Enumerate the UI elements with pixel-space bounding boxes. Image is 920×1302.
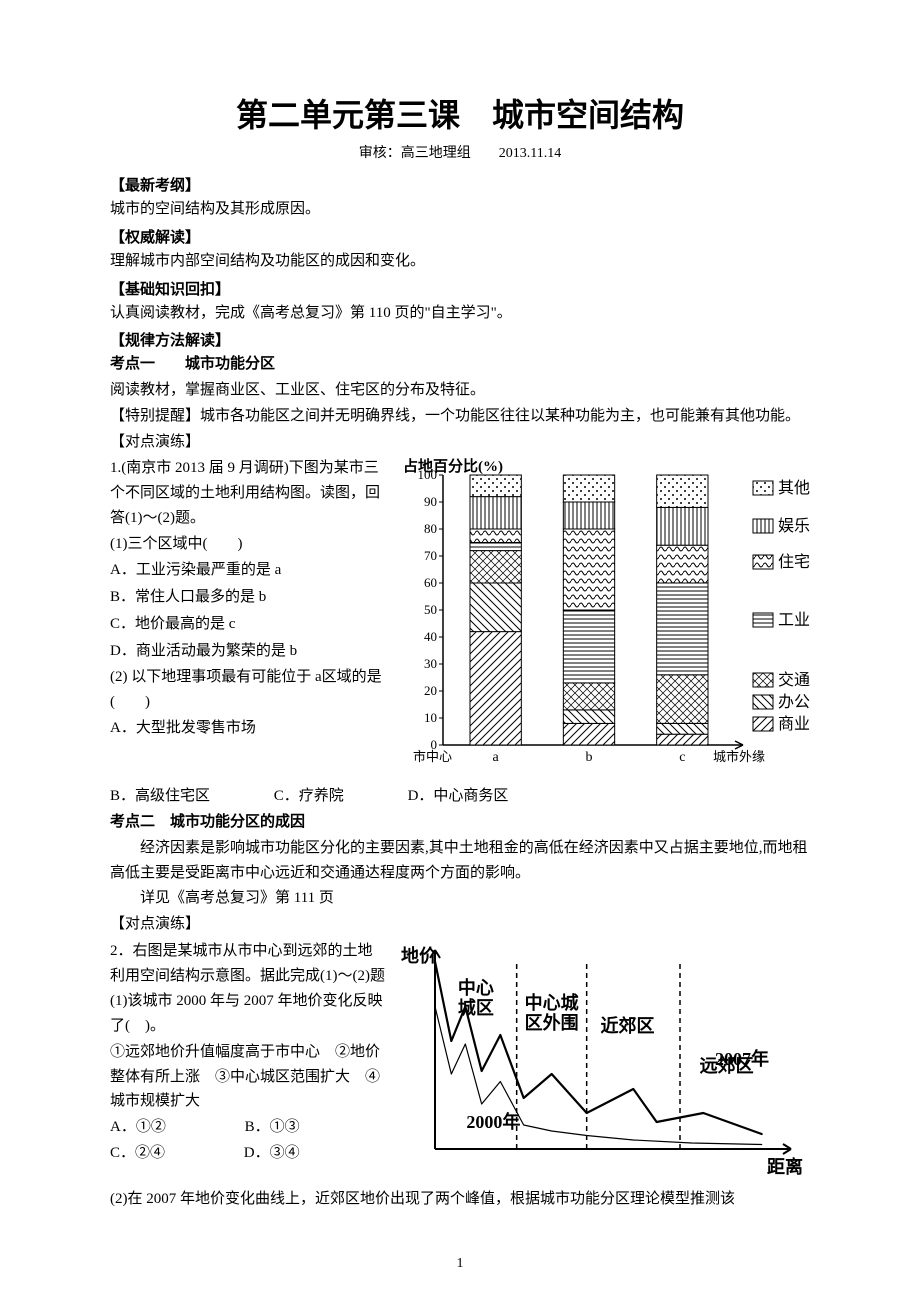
svg-text:70: 70 bbox=[424, 548, 437, 563]
page-subhead: 审核：高三地理组 2013.11.14 bbox=[110, 142, 810, 162]
svg-text:20: 20 bbox=[424, 683, 437, 698]
svg-text:30: 30 bbox=[424, 656, 437, 671]
q1-2-optsBCD: B．高级住宅区 C．疗养院 D．中心商务区 bbox=[110, 784, 810, 809]
page-number: 1 bbox=[0, 1256, 920, 1272]
svg-text:c: c bbox=[679, 750, 685, 765]
heading-methods: 【规律方法解读】 bbox=[110, 329, 810, 350]
svg-text:近郊区: 近郊区 bbox=[601, 1015, 655, 1036]
svg-text:中心城: 中心城 bbox=[525, 992, 579, 1013]
svg-text:市中心: 市中心 bbox=[413, 749, 452, 764]
svg-text:60: 60 bbox=[424, 575, 437, 590]
heading-interpret: 【权威解读】 bbox=[110, 226, 810, 247]
svg-text:90: 90 bbox=[424, 494, 437, 509]
svg-text:城市外缘: 城市外缘 bbox=[713, 749, 765, 764]
para-basics: 认真阅读教材，完成《高考总复习》第 110 页的"自主学习"。 bbox=[110, 301, 810, 326]
para-tip: 【特别提醒】城市各功能区之间并无明确界线，一个功能区往往以某种功能为主，也可能兼… bbox=[110, 404, 810, 429]
heading-kp2: 考点二 城市功能分区的成因 bbox=[110, 810, 810, 835]
svg-text:其他: 其他 bbox=[778, 479, 810, 497]
heading-basics: 【基础知识回扣】 bbox=[110, 278, 810, 299]
svg-text:区外围: 区外围 bbox=[525, 1012, 579, 1033]
q2-1-optC: C．②④ bbox=[110, 1145, 165, 1161]
heading-syllabus: 【最新考纲】 bbox=[110, 174, 810, 195]
page-title: 第二单元第三课 城市空间结构 bbox=[110, 90, 810, 136]
svg-text:距离: 距离 bbox=[767, 1156, 803, 1177]
svg-text:80: 80 bbox=[424, 521, 437, 536]
svg-text:a: a bbox=[493, 750, 500, 765]
para-interpret: 理解城市内部空间结构及功能区的成因和变化。 bbox=[110, 249, 810, 274]
para-kp2-1: 经济因素是影响城市功能区分化的主要因素,其中土地租金的高低在经济因素中又占据主要… bbox=[110, 836, 810, 886]
heading-kp1: 考点一 城市功能分区 bbox=[110, 352, 810, 377]
land-use-bar-chart: 占地百分比(%)0102030405060708090100abc市中心城市外缘… bbox=[395, 457, 810, 777]
svg-text:住宅: 住宅 bbox=[778, 553, 810, 571]
land-price-line-chart: 地价距离中心城区中心城区外围近郊区远郊区2000年2007年 bbox=[395, 940, 810, 1180]
svg-text:中心: 中心 bbox=[458, 977, 494, 998]
q1-2-optC: C．疗养院 bbox=[274, 788, 344, 804]
svg-text:100: 100 bbox=[418, 467, 438, 482]
para-syllabus: 城市的空间结构及其形成原因。 bbox=[110, 197, 810, 222]
svg-text:交通: 交通 bbox=[778, 671, 810, 689]
para-kp1: 阅读教材，掌握商业区、工业区、住宅区的分布及特征。 bbox=[110, 378, 810, 403]
q2-1-optB: B．①③ bbox=[245, 1119, 300, 1135]
svg-text:办公: 办公 bbox=[778, 693, 810, 711]
svg-text:50: 50 bbox=[424, 602, 437, 617]
heading-practice-2: 【对点演练】 bbox=[110, 912, 810, 937]
svg-text:商业: 商业 bbox=[778, 715, 810, 733]
svg-text:城区: 城区 bbox=[458, 997, 494, 1018]
svg-text:40: 40 bbox=[424, 629, 437, 644]
q2-2: (2)在 2007 年地价变化曲线上，近郊区地价出现了两个峰值，根据城市功能分区… bbox=[110, 1187, 810, 1212]
svg-text:2000年: 2000年 bbox=[466, 1111, 520, 1132]
para-kp2-2: 详见《高考总复习》第 111 页 bbox=[110, 886, 810, 911]
svg-text:10: 10 bbox=[424, 710, 437, 725]
svg-text:工业: 工业 bbox=[778, 611, 810, 629]
q2-1-optA: A．①② bbox=[110, 1119, 166, 1135]
svg-text:b: b bbox=[586, 750, 593, 765]
q2-1-optD: D．③④ bbox=[244, 1145, 300, 1161]
heading-practice-1: 【对点演练】 bbox=[110, 430, 810, 455]
svg-text:娱乐: 娱乐 bbox=[778, 517, 810, 535]
q1-2-optD: D．中心商务区 bbox=[408, 788, 509, 804]
svg-text:2007年: 2007年 bbox=[715, 1048, 769, 1069]
svg-text:地价: 地价 bbox=[401, 945, 438, 966]
q1-2-optB: B．高级住宅区 bbox=[110, 788, 210, 804]
